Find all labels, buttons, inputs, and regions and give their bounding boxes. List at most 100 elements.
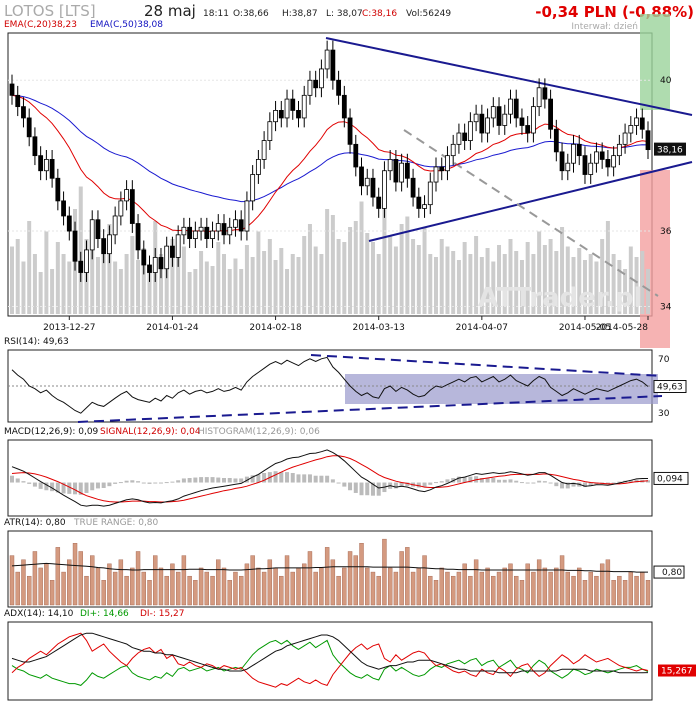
candle-body <box>565 162 571 172</box>
candle-body <box>15 94 21 108</box>
candle-body <box>210 230 215 239</box>
ticker-label: LOTOS [LTS] <box>4 2 96 20</box>
rsi-value-label: 49,63 <box>657 383 683 393</box>
volume-label: Vol:56249 <box>406 9 452 19</box>
candle-body <box>66 215 72 232</box>
candle-body <box>129 189 135 224</box>
volume-bar <box>411 239 416 314</box>
candle-body <box>72 230 78 262</box>
adx-lines: 15,267 <box>11 632 696 688</box>
volume-bar <box>32 254 37 314</box>
ema50-legend: EMA(C,50)38,08 <box>90 20 163 30</box>
candle-body <box>49 159 55 179</box>
histogram-bar <box>428 482 433 485</box>
rsi-line: 70 30 49,63 <box>8 355 687 419</box>
candle-body <box>43 159 49 172</box>
true-range-bar <box>428 575 433 606</box>
volume-bar <box>187 272 192 314</box>
volume-bar <box>588 254 593 314</box>
true-range-bar <box>101 580 106 606</box>
volume-bar <box>422 227 427 314</box>
volume-bar <box>244 245 249 314</box>
true-range-bar <box>370 571 376 606</box>
candle-body <box>404 162 410 179</box>
volume-bar <box>21 261 26 314</box>
volume-bar <box>525 242 530 314</box>
histogram-bar <box>445 479 450 483</box>
histogram-bar <box>434 482 438 484</box>
histogram-bar <box>342 482 347 487</box>
volume-bar <box>600 239 605 314</box>
histogram-bar <box>348 482 353 491</box>
candle-body <box>301 94 307 119</box>
histogram-bar <box>153 482 158 484</box>
candle-body <box>485 117 490 134</box>
volume-bar <box>158 254 163 314</box>
histogram-bar <box>164 482 169 484</box>
true-range-bar <box>44 563 49 606</box>
histogram-bar <box>462 477 467 483</box>
volume-bars <box>10 186 650 314</box>
true-range-bar <box>296 567 301 606</box>
histogram-bar <box>588 482 593 486</box>
histogram-bar <box>101 482 106 488</box>
true-range-bar <box>330 559 336 606</box>
histogram-bar <box>90 482 95 491</box>
true-range-bar <box>622 580 628 606</box>
true-range-bar <box>175 571 181 606</box>
true-range-bar <box>514 575 519 606</box>
histogram-bar <box>422 482 427 488</box>
candle-body <box>313 79 319 89</box>
volume-bar <box>537 231 542 314</box>
histogram-bar <box>365 482 370 496</box>
histogram-bar <box>147 482 152 484</box>
histogram-bar <box>67 482 72 494</box>
volume-bar <box>634 257 639 314</box>
candle-body <box>244 200 250 232</box>
volume-bar <box>428 254 433 314</box>
histogram-bar <box>27 482 32 484</box>
volume-bar <box>216 242 221 314</box>
candle-body <box>250 174 256 202</box>
true-range-bar <box>130 567 135 606</box>
candle-body <box>336 79 341 96</box>
candle-body <box>433 166 439 183</box>
histogram-bar <box>325 475 330 483</box>
candle-body <box>21 106 26 119</box>
histogram-bar <box>21 481 26 483</box>
di-plus-line <box>11 639 649 686</box>
volume-bar <box>388 236 393 314</box>
histogram-bar <box>118 482 123 484</box>
histogram-bar <box>250 475 255 483</box>
true-range-bar <box>359 543 364 606</box>
true-range-bar <box>256 567 261 606</box>
volume-bar <box>313 246 318 314</box>
true-range-bar <box>628 571 634 606</box>
volume-bar <box>170 239 175 314</box>
candle-body <box>112 215 118 236</box>
true-range-bar <box>382 538 387 606</box>
volume-bar <box>38 272 43 314</box>
candle-body <box>473 113 479 123</box>
histogram-bar <box>216 477 221 483</box>
candle-body <box>319 68 324 89</box>
histogram-bar <box>136 481 141 483</box>
date-tick-label: 2014-03-13 <box>353 323 405 333</box>
atr-bars: 0,80 <box>9 538 685 606</box>
candle-body <box>376 196 382 209</box>
candle-body <box>548 98 553 130</box>
volume-bar <box>605 221 610 314</box>
candle-body <box>227 226 233 236</box>
true-range-bar <box>485 567 490 606</box>
candle-body <box>341 94 347 119</box>
candle-body <box>634 117 639 126</box>
true-range-bar <box>347 551 353 606</box>
true-range-bar <box>141 571 146 606</box>
macd-line <box>11 449 648 507</box>
candle-body <box>347 117 353 145</box>
true-range-bar <box>353 555 358 606</box>
true-range-bar <box>599 563 605 606</box>
true-range-bar <box>571 575 576 606</box>
histogram-bar <box>353 482 358 493</box>
